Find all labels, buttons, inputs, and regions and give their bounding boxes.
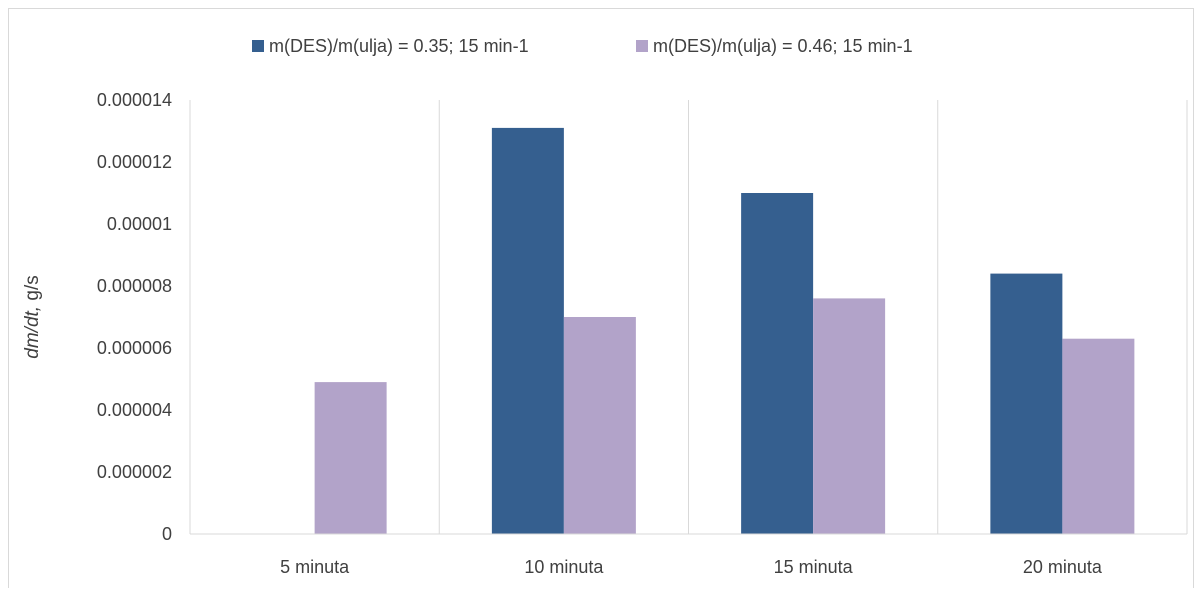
x-tick-label: 15 minuta	[774, 557, 854, 577]
y-tick-label: 0.00001	[107, 214, 172, 234]
bar	[1062, 338, 1135, 534]
y-axis-label-italic: dm/dt,	[22, 306, 43, 359]
y-axis-ticks: 0 0.000002 0.000004 0.000006 0.000008 0.00001…	[97, 90, 172, 544]
legend-swatch	[636, 40, 648, 52]
bar	[741, 193, 814, 534]
bar	[491, 127, 564, 535]
x-tick-label: 10 minuta	[524, 557, 604, 577]
y-tick-label: 0.000008	[97, 276, 172, 296]
bar	[813, 298, 886, 534]
y-axis-label-unit: g/s	[22, 275, 43, 306]
y-tick-label: 0.000012	[97, 152, 172, 172]
legend-swatch	[252, 40, 264, 52]
bars	[314, 127, 1135, 535]
y-tick-label: 0.000004	[97, 400, 172, 420]
legend-label: m(DES)/m(ulja) = 0.35; 15 min-1	[269, 36, 529, 56]
bar	[990, 273, 1063, 534]
y-tick-label: 0.000002	[97, 462, 172, 482]
y-tick-label: 0	[162, 524, 172, 544]
x-tick-label: 5 minuta	[280, 557, 350, 577]
bar	[314, 382, 387, 534]
bar	[563, 317, 636, 534]
legend-label: m(DES)/m(ulja) = 0.46; 15 min-1	[653, 36, 913, 56]
y-tick-label: 0.000006	[97, 338, 172, 358]
category-gridlines	[189, 100, 1188, 534]
x-axis-ticks: 5 minuta 10 minuta 15 minuta 20 minuta	[280, 557, 1103, 577]
chart-frame	[8, 8, 1194, 588]
legend: m(DES)/m(ulja) = 0.35; 15 min-1 m(DES)/m(…	[252, 36, 913, 56]
y-tick-label: 0.000014	[97, 90, 172, 110]
x-tick-label: 20 minuta	[1023, 557, 1103, 577]
y-axis-label: dm/dt, g/s	[22, 275, 43, 358]
